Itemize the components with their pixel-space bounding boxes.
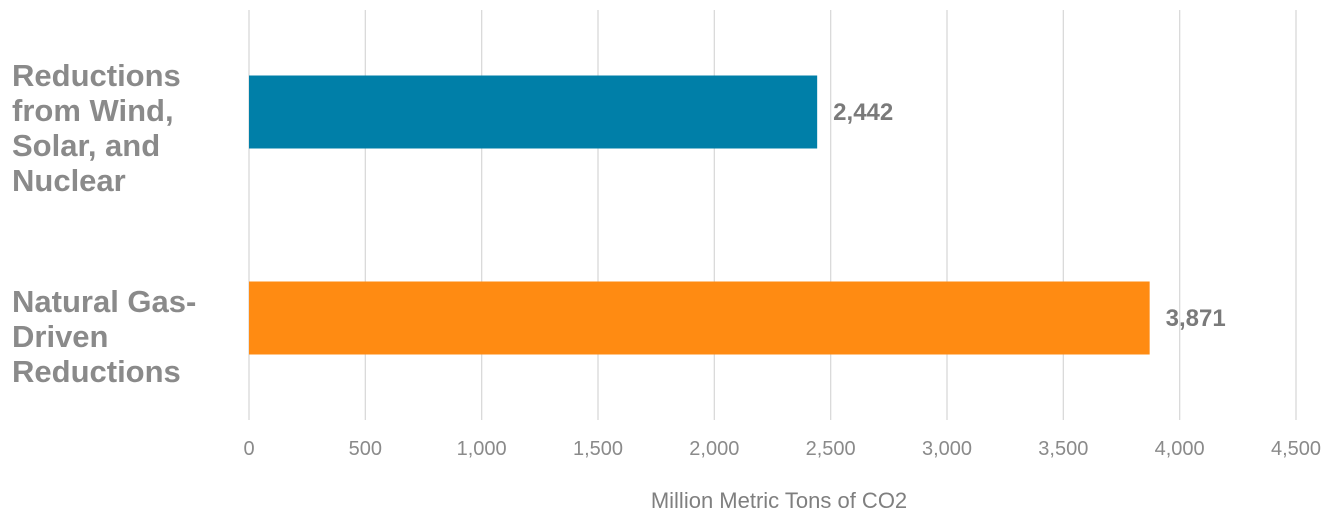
bar-2 — [249, 281, 1150, 355]
x-tick-label: 4,500 — [1271, 438, 1321, 460]
x-tick-label: 1,000 — [457, 438, 507, 460]
x-tick-label: 2,500 — [806, 438, 856, 460]
bars — [249, 75, 1150, 355]
bar-1 — [249, 75, 818, 149]
category-labels: Reductions from Wind, Solar, and Nuclear Nat… — [12, 58, 196, 389]
data-label-2: 3,871 — [1166, 305, 1226, 332]
x-tick-label: 3,500 — [1038, 438, 1088, 460]
x-tick-label: 0 — [243, 438, 254, 460]
x-tick-label: 2,000 — [689, 438, 739, 460]
category-label-2: Natural Gas-Driven Reductions — [12, 284, 196, 389]
x-tick-label: 500 — [349, 438, 382, 460]
category-label-1: Reductions from Wind, Solar, and Nuclear — [12, 58, 181, 198]
gridlines — [248, 10, 1297, 420]
x-tick-labels: 0 500 1,000 1,500 2,000 2,500 3,000 3,500 4,000 4… — [243, 438, 1321, 460]
x-tick-label: 3,000 — [922, 438, 972, 460]
data-labels: 2,442 3,871 — [833, 99, 1226, 332]
data-label-1: 2,442 — [833, 99, 893, 126]
x-axis-title: Million Metric Tons of CO2 — [651, 488, 907, 513]
x-tick-label: 1,500 — [573, 438, 623, 460]
x-tick-label: 4,000 — [1155, 438, 1205, 460]
